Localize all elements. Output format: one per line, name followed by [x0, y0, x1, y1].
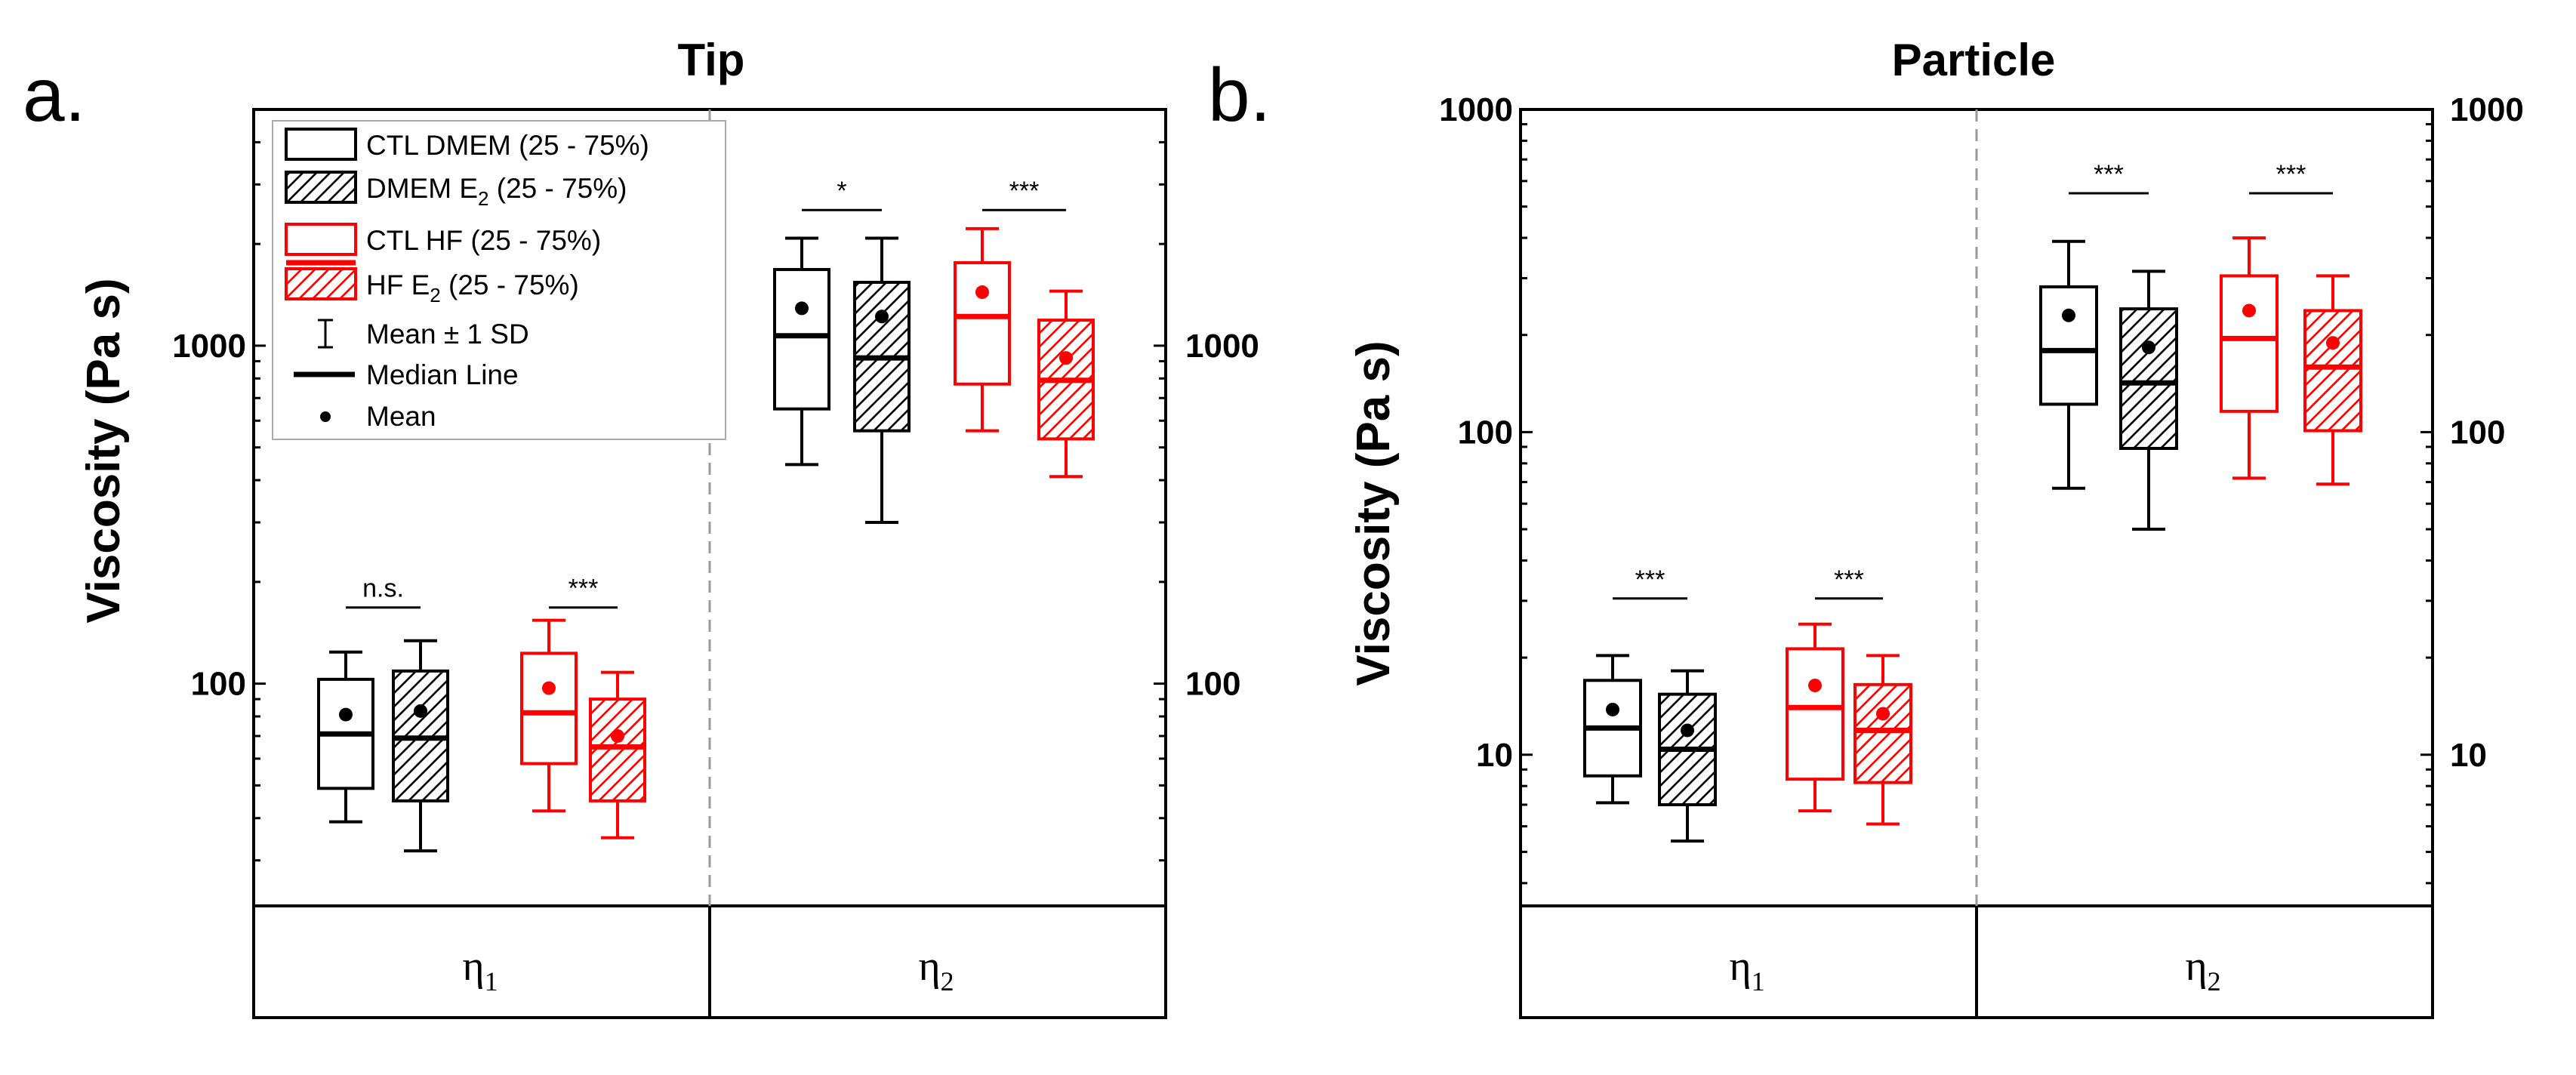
panel-b-y-axis-label: Viscosity (Pa s): [1348, 340, 1400, 685]
panel-b-plot-area: *** *** *** ***: [1583, 160, 2362, 843]
panel-a-y-tick-label-right: 1000: [1185, 328, 1259, 365]
panel-a-significance-label: *: [837, 177, 846, 205]
panel-b-box-2: [1658, 669, 1717, 843]
panel-b-significance-2: ***: [1815, 565, 1883, 600]
panel-a-mean-point: [875, 310, 889, 324]
legend-swatch-dmem-e2: [285, 171, 357, 204]
legend-label-hf-e2: HF E2 (25 - 75%): [366, 270, 579, 306]
panel-b-mean-point: [2062, 308, 2075, 322]
panel-a-iqr-box: [773, 268, 830, 411]
panel-b-mean-point: [2142, 340, 2155, 355]
panel-a-significance-label: ***: [569, 574, 599, 603]
panel-b-significance-label: ***: [1834, 565, 1864, 594]
legend-swatch-hf-e2: [285, 267, 357, 300]
panel-b-iqr-box: [1786, 647, 1844, 781]
panel-b-significance-4: ***: [2249, 160, 2333, 195]
legend-label-median: Median Line: [366, 359, 519, 390]
panel-a-category-eta1: η1: [462, 943, 498, 996]
legend-label-sd: Mean ± 1 SD: [366, 319, 529, 350]
legend-label-mean: Mean: [366, 401, 436, 432]
legend-sd-icon: [318, 319, 333, 349]
panel-b-iqr-box: [2220, 274, 2279, 413]
panel-a-y-tick-label-left: 100: [191, 666, 246, 703]
panel-a-significance-label: n.s.: [362, 574, 404, 603]
legend-swatch-ctl-dmem: [285, 128, 357, 161]
panel-a-plot-area: n.s. **** ***: [317, 177, 1095, 853]
panel-b-mean-point: [1876, 707, 1890, 721]
panel-a-category-eta2: η2: [918, 943, 954, 996]
panel-b-category-eta2: η2: [2185, 943, 2220, 996]
legend-label-dmem-e2: DMEM E2 (25 - 75%): [366, 173, 627, 210]
panel-b-box-7: [2220, 236, 2279, 480]
panel-a-iqr-box: [589, 698, 646, 802]
panel-b-y-tick-label-right: 10: [2450, 737, 2487, 774]
panel-a-significance-label: ***: [1009, 177, 1040, 205]
panel-b-iqr-box: [2303, 309, 2362, 433]
panel-a-iqr-box: [520, 651, 578, 765]
panel-a-mean-point: [542, 681, 556, 695]
panel-b-mean-point: [1606, 702, 1619, 716]
panel-b-significance-label: ***: [2276, 160, 2306, 189]
legend-label-ctl-hf: CTL HF (25 - 75%): [366, 225, 601, 256]
panel-a-box-7: [954, 226, 1011, 433]
panel-a-y-axis-label: Viscosity (Pa s): [78, 278, 130, 623]
panel-b-y-tick-label-left: 1000: [1439, 91, 1513, 128]
panel-b-box-6: [2119, 270, 2178, 531]
panel-b-mean-point: [1681, 723, 1694, 738]
panel-b-y-tick-label-left: 100: [1458, 414, 1513, 451]
legend-mean-icon: [320, 411, 331, 422]
panel-a: a. Tip Viscosity (Pa s) 100 100 1000 1000 n…: [23, 35, 1259, 1019]
panel-b-y-tick-label-right: 100: [2450, 414, 2505, 451]
panel-b-box-3: [1786, 622, 1844, 813]
panel-b-box-4: [1853, 654, 1912, 826]
panel-a-mean-point: [611, 728, 624, 743]
panel-b-box-1: [1583, 654, 1642, 805]
panel-a-mean-point: [1059, 351, 1073, 365]
legend: CTL DMEM (25 - 75%) DMEM E2 (25 - 75%) C…: [272, 120, 726, 440]
panel-b-title: Particle: [1892, 35, 2056, 85]
panel-a-y-tick-label-right: 100: [1185, 666, 1240, 703]
panel-a-y-tick-label-left: 1000: [172, 328, 246, 365]
panel-a-y-axis: 100 100 1000 1000: [172, 108, 1259, 862]
panel-b-significance-label: ***: [2094, 160, 2124, 189]
panel-a-box-3: [520, 618, 578, 813]
panel-b-category-eta1: η1: [1729, 943, 1764, 996]
panel-a-box-4: [589, 670, 646, 839]
legend-label-ctl-dmem: CTL DMEM (25 - 75%): [366, 130, 649, 161]
panel-b-label: b.: [1208, 53, 1271, 137]
panel-b-significance-1: ***: [1613, 565, 1687, 600]
panel-b-y-axis: 10 10 100 100 1000 1000: [1439, 91, 2524, 885]
panel-b-iqr-box: [1853, 682, 1912, 784]
panel-b-box-5: [2039, 239, 2098, 490]
panel-a-iqr-box: [954, 261, 1011, 386]
panel-a-significance-2: ***: [549, 574, 618, 609]
panel-a-box-6: [853, 236, 911, 525]
panel-a-mean-point: [975, 285, 989, 300]
panel-a-box-8: [1037, 289, 1095, 479]
panel-b-mean-point: [1808, 678, 1822, 692]
panel-a-box-5: [773, 236, 830, 467]
panel-b-iqr-box: [2119, 307, 2178, 451]
panel-b-y-tick-label-right: 1000: [2450, 91, 2524, 128]
panel-a-mean-point: [339, 707, 353, 722]
panel-a-mean-point: [414, 704, 427, 718]
panel-b-mean-point: [2242, 303, 2256, 318]
panel-a-box-1: [317, 650, 374, 824]
panel-a-significance-3: *: [802, 177, 882, 211]
panel-a-label: a.: [23, 53, 85, 137]
panel-b-iqr-box: [2039, 285, 2098, 406]
panel-b-significance-label: ***: [1635, 565, 1665, 594]
panel-a-mean-point: [795, 301, 809, 316]
panel-a-significance-1: n.s.: [346, 574, 421, 609]
panel-b-y-tick-label-left: 10: [1476, 737, 1513, 774]
panel-b-mean-point: [2326, 336, 2340, 350]
panel-a-significance-4: ***: [982, 177, 1066, 211]
panel-a-title: Tip: [678, 35, 745, 85]
panel-a-box-2: [392, 639, 449, 853]
panel-b-box-8: [2303, 274, 2362, 486]
panel-b-significance-3: ***: [2069, 160, 2149, 195]
legend-swatch-ctl-hf: [285, 223, 357, 256]
